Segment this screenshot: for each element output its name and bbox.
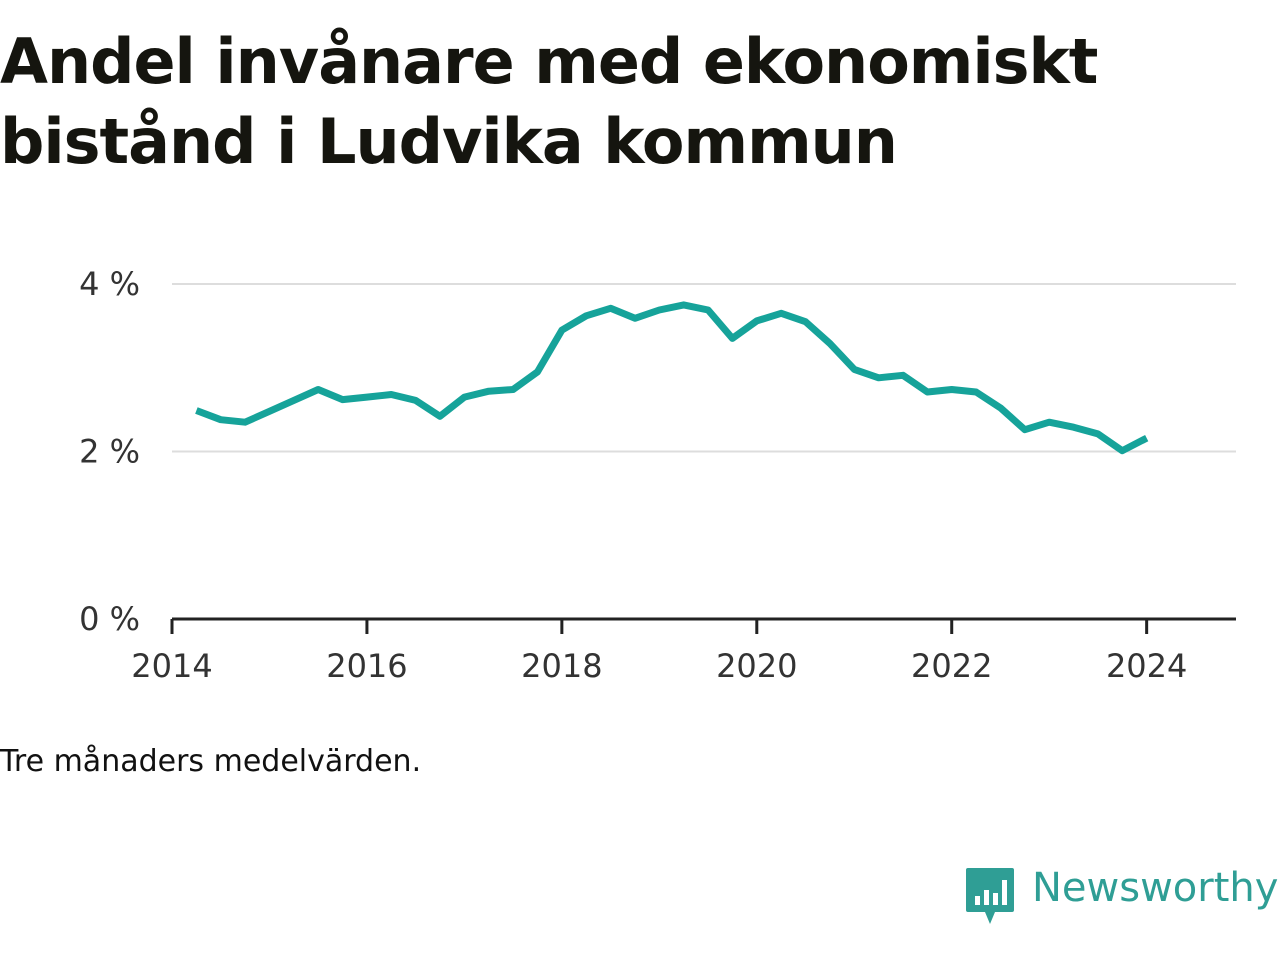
x-tick-label: 2014 [131,647,212,685]
x-tick-label: 2016 [326,647,407,685]
brand-name: Newsworthy [1032,865,1279,911]
x-tick-label: 2024 [1106,647,1187,685]
y-axis-labels: 0 % 2 % 4 % [79,265,140,638]
newsworthy-logo-icon [966,868,1014,924]
grid-lines [172,283,1236,453]
y-tick-label: 4 % [79,265,140,303]
x-tick-label: 2020 [716,647,797,685]
x-tick-label: 2018 [521,647,602,685]
brand-logo: Newsworthy [964,862,1280,928]
y-tick-label: 0 % [79,600,140,638]
series-line [195,301,1149,455]
y-tick-label: 2 % [79,433,140,471]
chart-note: Tre månaders medelvärden. [0,744,422,779]
x-axis-ticks [170,619,1149,634]
chart-title: Andel invånare med ekonomiskt bistånd i … [0,25,1098,178]
x-tick-label: 2022 [911,647,992,685]
line-chart: 0 % 2 % 4 % 2014 2016 2018 2020 2022 2024 [79,265,1236,685]
series-layer [195,301,1149,455]
x-axis-labels: 2014 2016 2018 2020 2022 2024 [131,647,1187,685]
